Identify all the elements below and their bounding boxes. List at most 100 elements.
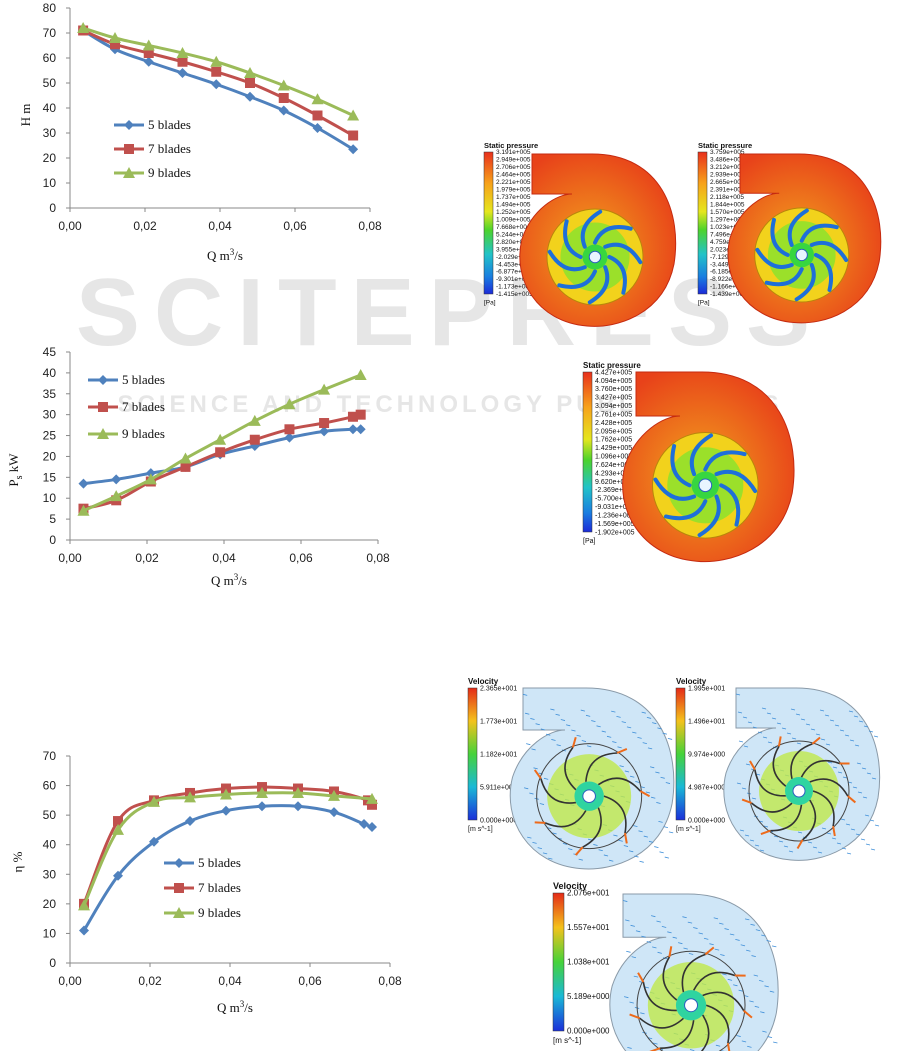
y-tick-label: 70 — [43, 26, 57, 40]
impeller-blade — [809, 778, 849, 797]
impeller-blade — [681, 953, 706, 993]
colorbar-label: 3.955e+003 — [496, 246, 531, 253]
impeller-outline — [536, 743, 643, 850]
y-tick-label: 0 — [49, 201, 56, 215]
colorbar-label: 5.189e+000 — [567, 992, 610, 1001]
legend-marker — [98, 402, 108, 412]
velocity-vector — [769, 990, 775, 993]
velocity-vector — [660, 776, 665, 779]
impeller-eye — [582, 789, 596, 803]
colorbar-label: 2.820e+004 — [496, 239, 531, 246]
legend-label: 9 blades — [148, 165, 191, 180]
impeller-blade — [802, 799, 817, 841]
velocity-vector — [812, 846, 818, 849]
jet-vector — [760, 829, 771, 836]
jet-vector — [534, 821, 546, 824]
colorbar-title: Static pressure — [583, 361, 641, 370]
data-point — [145, 468, 156, 479]
velocity-vector — [831, 837, 837, 840]
velocity-vector — [744, 918, 750, 921]
colorbar-label: 3.760e+005 — [595, 386, 632, 393]
y-tick-label: 30 — [43, 126, 57, 140]
velocity-vector — [766, 940, 772, 942]
data-point — [367, 821, 377, 832]
jet-vector — [847, 795, 857, 804]
velocity-vector — [596, 725, 601, 728]
velocity-vector — [565, 724, 571, 727]
colorbar-label: 1.773e+001 — [480, 718, 517, 725]
velocity-vector — [790, 708, 796, 711]
legend-marker — [124, 144, 134, 154]
velocity-vector — [778, 840, 784, 843]
colorbar-label: 1.995e+001 — [688, 685, 725, 692]
velocity-vector — [743, 745, 749, 748]
velocity-vector — [819, 709, 825, 712]
velocity-vector — [827, 761, 833, 764]
velocity-vector — [585, 714, 591, 717]
legend-marker — [174, 883, 184, 893]
legend-label: 9 blades — [122, 426, 165, 441]
colorbar-label: -6.185e+004 — [710, 269, 747, 276]
x-tick-label: 0,04 — [212, 551, 236, 565]
jet-vector — [743, 1009, 753, 1019]
velocity-vector — [640, 1012, 645, 1015]
colorbar-label: 3.191e+005 — [496, 149, 531, 156]
velocity-vector — [687, 921, 693, 924]
impeller-eye — [588, 250, 602, 264]
velocity-vector — [630, 924, 635, 927]
y-label-part: P — [6, 479, 21, 486]
colorbar-unit: [Pa] — [698, 300, 710, 307]
velocity-vector — [622, 900, 628, 902]
velocity-vector — [657, 727, 662, 730]
legend-marker — [124, 120, 134, 130]
y-tick-label: 20 — [43, 151, 57, 165]
data-point — [277, 79, 290, 91]
colorbar-label: -5.700e+004 — [595, 496, 635, 503]
series-line — [83, 427, 361, 486]
impeller-blade — [770, 804, 803, 832]
y-tick-label: 45 — [43, 345, 57, 359]
series-9-blades — [78, 786, 378, 911]
data-point — [142, 39, 155, 51]
series-5-blades — [79, 801, 377, 936]
velocity-vector — [829, 719, 835, 722]
jet-vector — [741, 798, 752, 804]
impeller-blade — [719, 483, 741, 527]
velocity-volute-3 — [609, 893, 779, 1051]
velocity-vector — [871, 777, 877, 780]
velocity-vector — [601, 730, 607, 733]
velocity-vector — [747, 1045, 752, 1048]
impeller-eye — [792, 784, 806, 798]
velocity-vector — [650, 915, 656, 918]
colorbar-label: 7.668e+004 — [496, 224, 531, 231]
y-tick-label: 20 — [43, 897, 57, 911]
y-tick-label: 10 — [43, 176, 57, 190]
velocity-vector — [643, 835, 649, 838]
velocity-vector — [862, 796, 868, 799]
velocity-vector — [776, 722, 782, 725]
velocity-vector — [767, 1036, 773, 1039]
velocity-vector — [598, 849, 603, 852]
velocity-vector — [722, 973, 727, 976]
x-tick-label: 0,02 — [133, 219, 157, 233]
velocity-vector — [755, 929, 761, 932]
colorbar-label: 1.844e+005 — [710, 201, 745, 208]
velocity-volute-2 — [723, 687, 881, 861]
colorbar-label: 1.737e+005 — [496, 194, 531, 201]
colorbar-label: -1.173e+005 — [496, 284, 533, 291]
colorbar-label: 2.949e+005 — [496, 157, 531, 164]
y-tick-label: 0 — [49, 956, 56, 970]
colorbar-label: 2.076e+001 — [567, 889, 610, 898]
velocity-vector — [552, 832, 557, 835]
velocity-vector — [783, 845, 789, 848]
velocity-vector — [797, 831, 803, 834]
colorbar-label: 1.979e+005 — [496, 187, 531, 194]
y-tick-label: 10 — [43, 926, 57, 940]
data-point — [220, 788, 232, 800]
colorbar-label: 1.038e+001 — [567, 958, 610, 967]
velocity-vector — [546, 733, 551, 736]
colorbar-label: 2.428e+005 — [595, 420, 632, 427]
